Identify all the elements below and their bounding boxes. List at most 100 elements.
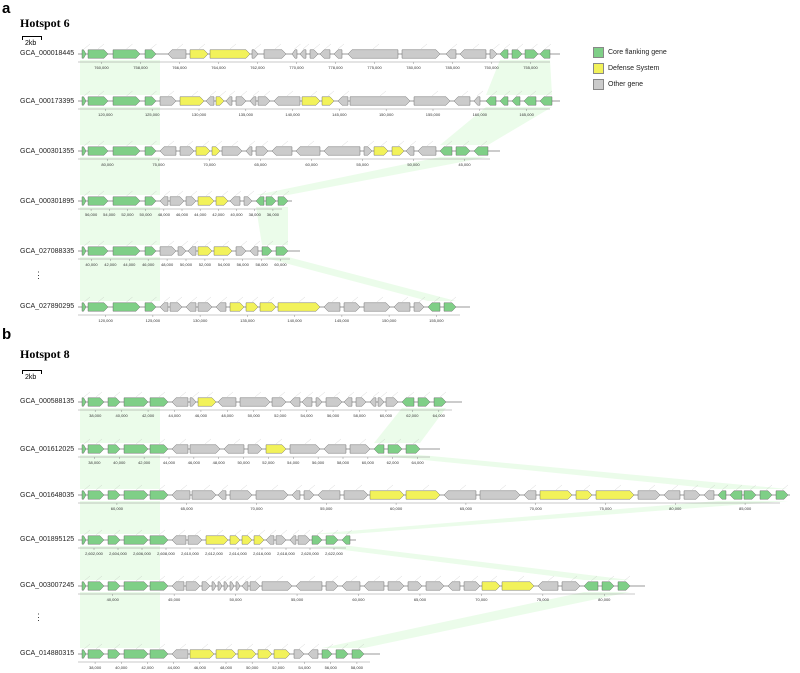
axis-tick-label: 50,000	[140, 212, 153, 217]
core-gene-arrow	[775, 490, 789, 500]
gene-annotation-tick	[240, 484, 248, 491]
other-gene-arrow	[293, 649, 305, 659]
axis-tick-label: 70,000	[250, 506, 263, 511]
axis-tick-label: 62,000	[387, 460, 400, 465]
defense-gene-arrow	[229, 302, 245, 312]
core-gene-arrow	[81, 397, 87, 407]
axis-tick-label: 52,000	[121, 212, 134, 217]
gene-annotation-tick	[476, 90, 484, 97]
gene-annotation-tick	[231, 575, 239, 582]
gene-annotation-tick	[516, 43, 524, 50]
axis-tick-label: 44,000	[163, 460, 176, 465]
core-gene-arrow	[473, 146, 489, 156]
other-gene-arrow	[271, 146, 293, 156]
gene-annotation-tick	[590, 575, 598, 582]
axis-tick-label: 130,000	[192, 112, 207, 117]
other-gene-arrow	[255, 490, 289, 500]
gene-annotation-tick	[234, 529, 242, 536]
synteny-band	[80, 60, 160, 95]
gene-annotation-tick	[163, 190, 171, 197]
gene-annotation-tick	[286, 90, 294, 97]
gene-annotation-tick	[95, 643, 103, 650]
gene-annotation-tick	[83, 484, 91, 491]
gene-annotation-tick	[295, 484, 303, 491]
other-gene-arrow	[241, 581, 249, 591]
axis-tick-label: 2,614,000	[229, 551, 248, 556]
gene-annotation-tick	[234, 190, 242, 197]
gene-annotation-tick	[126, 190, 133, 197]
accession-label: GCA_001895125	[20, 536, 75, 543]
gene-annotation-tick	[225, 575, 233, 582]
synteny-band	[374, 408, 446, 443]
gene-annotation-tick	[544, 43, 552, 50]
core-gene-arrow	[87, 444, 105, 454]
gene-annotation-tick	[194, 529, 202, 536]
gene-annotation-tick	[280, 529, 288, 536]
axis-tick-label: 54,000	[287, 460, 300, 465]
other-gene-arrow	[341, 581, 361, 591]
other-gene-arrow	[171, 397, 189, 407]
other-gene-arrow	[223, 444, 245, 454]
gene-annotation-tick	[186, 140, 194, 147]
axis-tick-label: 36,000	[267, 212, 280, 217]
axis-tick-label: 770,000	[289, 65, 304, 70]
gene-annotation-tick	[222, 240, 230, 247]
core-gene-arrow	[583, 581, 599, 591]
axis-tick-label: 150,000	[382, 318, 397, 323]
other-gene-arrow	[417, 146, 437, 156]
other-gene-arrow	[323, 146, 361, 156]
gene-annotation-tick	[201, 643, 209, 650]
axis-tick-label: 75,000	[537, 597, 550, 602]
gene-annotation-tick	[266, 240, 274, 247]
gene-annotation-tick	[391, 391, 399, 398]
other-gene-arrow	[463, 581, 481, 591]
defense-gene-arrow	[575, 490, 593, 500]
synteny-band	[256, 157, 488, 195]
ellipsis-vertical: ⋮	[34, 612, 43, 622]
axis-tick-label: 65,000	[254, 162, 267, 167]
axis-tick-label: 46,000	[194, 665, 207, 670]
gene-annotation-tick	[205, 575, 213, 582]
defense-gene-arrow	[195, 146, 211, 156]
gene-annotation-tick	[570, 575, 578, 582]
axis-tick-label: 2,620,000	[301, 551, 320, 556]
core-gene-arrow	[373, 444, 385, 454]
gene-annotation-tick	[83, 90, 91, 97]
axis-tick-label: 48,000	[221, 413, 234, 418]
gene-annotation-tick	[294, 391, 302, 398]
gene-annotation-tick	[426, 140, 434, 147]
other-gene-arrow	[319, 49, 331, 59]
other-gene-arrow	[191, 490, 217, 500]
gene-annotation-tick	[246, 643, 254, 650]
accession-label: GCA_000588135	[20, 398, 75, 405]
other-gene-arrow	[235, 96, 247, 106]
other-gene-arrow	[453, 96, 471, 106]
scale-bar-line	[22, 36, 42, 40]
gene-annotation-tick	[158, 643, 166, 650]
core-gene-arrow	[149, 444, 169, 454]
gene-annotation-tick	[328, 484, 336, 491]
other-gene-arrow	[185, 581, 201, 591]
gene-annotation-tick	[135, 529, 143, 536]
other-gene-arrow	[343, 397, 353, 407]
synteny-band	[440, 107, 552, 145]
gene-annotation-tick	[264, 643, 272, 650]
gene-annotation-tick	[517, 575, 525, 582]
axis-tick-label: 56,000	[327, 413, 340, 418]
core-gene-arrow	[87, 535, 105, 545]
core-gene-arrow	[81, 302, 87, 312]
gene-annotation-tick	[276, 575, 284, 582]
gene-annotation-tick	[515, 90, 523, 97]
gene-annotation-tick	[423, 391, 431, 398]
other-gene-arrow	[425, 581, 445, 591]
gene-annotation-tick	[373, 575, 381, 582]
defense-gene-arrow	[501, 581, 535, 591]
gene-annotation-tick	[83, 391, 91, 398]
axis-tick-label: 46,000	[176, 212, 189, 217]
core-gene-arrow	[107, 444, 121, 454]
axis-tick-label: 150,000	[379, 112, 394, 117]
core-gene-arrow	[325, 535, 339, 545]
gene-annotation-tick	[220, 296, 228, 303]
core-gene-arrow	[87, 246, 109, 256]
